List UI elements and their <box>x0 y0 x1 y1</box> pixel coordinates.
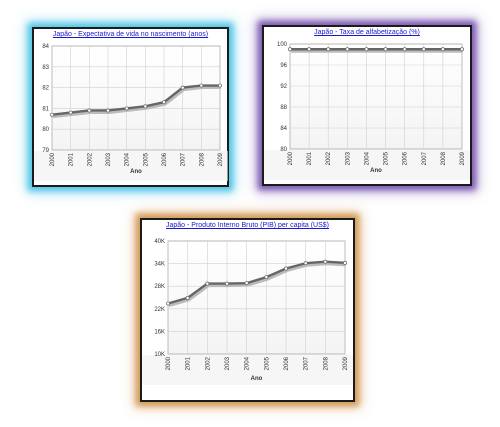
plot-area <box>289 43 463 150</box>
x-tick-label: 2009 <box>218 152 224 166</box>
data-point <box>288 47 292 52</box>
data-point <box>87 108 92 113</box>
chart-svg: 79 80 81 82 83 84 2000 2001 2002 2003 2004 2005 2006… <box>34 44 228 181</box>
data-point <box>244 281 249 286</box>
x-tick-label: 2002 <box>87 152 93 166</box>
y-tick-label: 84 <box>42 44 49 50</box>
data-point <box>225 281 229 286</box>
y-tick-label: 92 <box>280 84 287 90</box>
y-tick-label: 84 <box>280 126 287 132</box>
chart-svg: 10K 16K 22K 28K 34K 40K 2000 2001 2002 2003 2004 20… <box>142 239 353 385</box>
x-tick-label: 2000 <box>50 152 56 166</box>
series-line <box>51 84 220 116</box>
axis-band <box>264 150 470 180</box>
x-tick-label: 2004 <box>364 151 370 165</box>
data-point <box>440 47 445 52</box>
axis-band <box>34 151 228 181</box>
x-tick-label: 2005 <box>264 356 270 370</box>
x-tick-label: 2007 <box>304 356 310 370</box>
data-point <box>106 108 110 113</box>
x-tick-label: 2007 <box>422 151 428 165</box>
y-tick-label: 96 <box>280 63 287 69</box>
x-tick-label: 2001 <box>307 151 313 165</box>
x-tick-label: 2006 <box>403 151 409 165</box>
y-tick-label: 22K <box>154 307 165 313</box>
data-point <box>180 85 185 90</box>
y-tick-label: 28K <box>154 284 165 290</box>
data-point <box>68 110 73 115</box>
data-point <box>383 47 388 52</box>
x-tick-label: 2008 <box>323 356 329 370</box>
x-tick-label: 2008 <box>441 151 447 165</box>
x-axis-label: Ano <box>370 168 382 174</box>
data-point <box>402 47 407 52</box>
x-tick-label: 2002 <box>205 356 211 370</box>
y-tick-label: 82 <box>42 86 49 92</box>
x-axis-label: Ano <box>251 376 263 382</box>
x-tick-label: 2004 <box>245 356 251 370</box>
x-tick-label: 2008 <box>199 152 205 166</box>
y-tick-label: 34K <box>154 262 165 268</box>
data-point <box>264 275 269 280</box>
data-point <box>218 83 222 88</box>
data-point <box>50 112 54 117</box>
data-point <box>307 47 312 52</box>
data-point <box>421 47 426 52</box>
plot-area <box>51 45 221 151</box>
x-tick-label: 2005 <box>384 151 390 165</box>
y-tick-label: 16K <box>154 329 165 335</box>
y-tick-label: 40K <box>154 239 165 245</box>
chart-panel-life-expectancy: Japão - Expectativa de vida no nasciment… <box>32 27 229 187</box>
x-axis-label: Ano <box>130 169 142 175</box>
data-point <box>284 266 288 271</box>
data-point <box>323 259 328 264</box>
y-tick-label: 80 <box>42 127 49 133</box>
data-point <box>185 295 190 300</box>
x-tick-label: 2006 <box>284 356 290 370</box>
data-point <box>326 47 331 52</box>
chart-title[interactable]: Japão - Expectativa de vida no nasciment… <box>52 31 209 38</box>
y-tick-label: 83 <box>42 65 49 71</box>
data-point <box>124 106 129 111</box>
x-tick-label: 2009 <box>460 151 466 165</box>
x-tick-label: 2001 <box>69 152 75 166</box>
chart-panel-literacy: Japão - Taxa de alfabetização (%) 80 84 88… <box>262 25 472 186</box>
series-line-shadow <box>168 261 347 307</box>
x-tick-label: 2002 <box>326 151 332 165</box>
series-line-shadow <box>52 85 221 119</box>
data-point <box>162 100 166 105</box>
x-tick-label: 2005 <box>143 152 149 166</box>
data-point <box>364 47 369 52</box>
data-point <box>345 47 350 52</box>
x-tick-label: 2007 <box>181 152 187 166</box>
x-tick-label: 2003 <box>106 152 112 166</box>
x-tick-label: 2001 <box>186 356 192 370</box>
chart-title[interactable]: Japão - Produto Interno Bruto (PIB) per … <box>165 222 330 229</box>
chart-svg: 80 84 88 92 96 100 2000 2001 2002 2003 2004 2005 200… <box>264 42 470 180</box>
y-tick-label: 100 <box>277 42 288 48</box>
y-tick-label: 10K <box>154 352 165 358</box>
x-tick-label: 2000 <box>288 151 294 165</box>
x-tick-label: 2003 <box>345 151 351 165</box>
data-point <box>303 261 308 266</box>
data-point <box>199 83 204 88</box>
x-tick-label: 2000 <box>166 356 172 370</box>
y-tick-label: 80 <box>280 147 287 153</box>
x-tick-label: 2009 <box>343 356 349 370</box>
x-tick-label: 2006 <box>162 152 168 166</box>
data-point <box>343 260 347 265</box>
data-point <box>143 104 148 109</box>
y-tick-label: 81 <box>42 106 49 112</box>
y-tick-label: 79 <box>42 148 49 154</box>
x-tick-label: 2004 <box>125 152 131 166</box>
series-line <box>167 260 346 305</box>
y-tick-label: 88 <box>280 105 287 111</box>
data-point <box>166 301 170 306</box>
x-tick-label: 2003 <box>225 356 231 370</box>
chart-title[interactable]: Japão - Taxa de alfabetização (%) <box>314 29 420 36</box>
chart-panel-gdp: Japão - Produto Interno Bruto (PIB) per … <box>140 218 355 402</box>
data-point <box>460 47 464 52</box>
data-point <box>205 281 210 286</box>
axis-band <box>142 355 353 385</box>
